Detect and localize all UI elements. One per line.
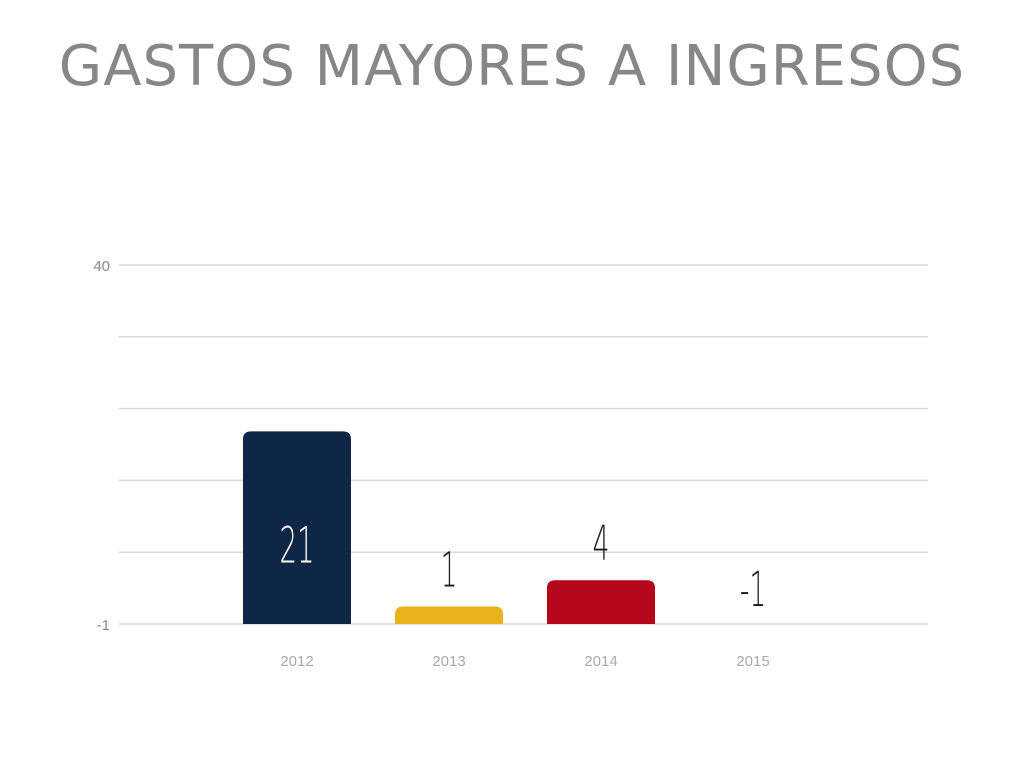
bars bbox=[243, 431, 655, 624]
y-tick-label: -1 bbox=[97, 617, 110, 634]
data-label: 21 bbox=[280, 517, 315, 575]
data-label: 4 bbox=[593, 517, 610, 573]
bar-2014 bbox=[547, 580, 655, 624]
gridlines bbox=[119, 264, 928, 625]
x-tick-label: 2014 bbox=[584, 653, 617, 670]
data-label: 1 bbox=[441, 543, 458, 599]
bar-2012 bbox=[243, 431, 351, 624]
y-tick-label: 40 bbox=[93, 258, 110, 275]
x-tick-label: 2015 bbox=[736, 653, 769, 670]
data-labels: 21 1 4 -1 bbox=[280, 517, 767, 619]
data-label: -1 bbox=[740, 563, 766, 619]
x-tick-label: 2013 bbox=[432, 653, 465, 670]
axis-labels: 40 -1 2012 2013 2014 2015 bbox=[93, 258, 769, 670]
x-tick-label: 2012 bbox=[280, 653, 313, 670]
chart-title: GASTOS MAYORES A INGRESOS bbox=[58, 34, 966, 99]
bar-2013 bbox=[395, 606, 503, 624]
